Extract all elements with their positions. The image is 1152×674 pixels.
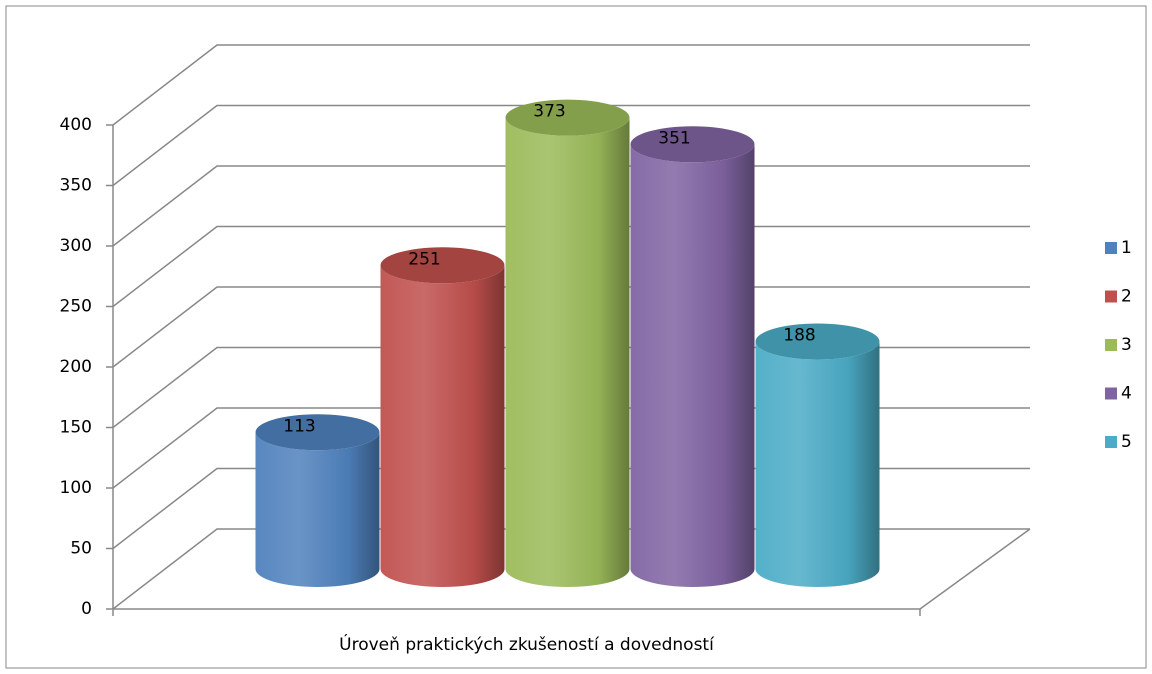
cylinder-top [505, 99, 630, 136]
cylinder [630, 144, 755, 588]
y-tick-label: 200 [60, 357, 92, 377]
y-tick-label: 50 [70, 539, 92, 559]
cylinder-top [630, 126, 755, 163]
legend-label: 4 [1121, 384, 1132, 404]
data-label: 113 [283, 416, 315, 436]
y-tick-label: 300 [60, 236, 92, 256]
legend-swatch [1105, 387, 1117, 400]
y-tick-label: 400 [60, 115, 92, 135]
legend-label: 5 [1121, 432, 1132, 452]
data-label: 251 [408, 249, 440, 269]
grid-line [112, 44, 1030, 126]
grid-line [112, 286, 1030, 368]
data-label: 351 [658, 128, 690, 148]
legend-swatch [1105, 436, 1117, 448]
y-tick-label: 100 [60, 478, 92, 498]
data-label: 188 [783, 326, 815, 346]
legend-swatch [1105, 339, 1117, 351]
legend-label: 2 [1121, 287, 1132, 307]
cylinder [755, 341, 880, 587]
legend-label: 3 [1121, 335, 1132, 355]
legend-swatch [1105, 242, 1117, 254]
cylinder-top [255, 414, 380, 451]
cylinder-top [755, 323, 880, 360]
y-tick-label: 150 [60, 418, 92, 438]
grid-line [112, 165, 1030, 247]
y-tick-label: 350 [60, 176, 92, 196]
cylinder [505, 117, 630, 588]
cylinder-top [380, 247, 505, 284]
y-tick-label: 250 [60, 297, 92, 317]
cylinder [380, 265, 505, 587]
y-tick-label: 0 [81, 599, 92, 619]
cylinder [255, 432, 380, 587]
x-axis-label: Úroveň praktických zkušeností a dovednos… [339, 633, 715, 655]
legend-swatch [1105, 290, 1117, 303]
legend-label: 1 [1121, 238, 1132, 258]
grid-line [112, 104, 1030, 187]
data-label: 373 [533, 102, 565, 122]
grid-line [112, 225, 1030, 308]
